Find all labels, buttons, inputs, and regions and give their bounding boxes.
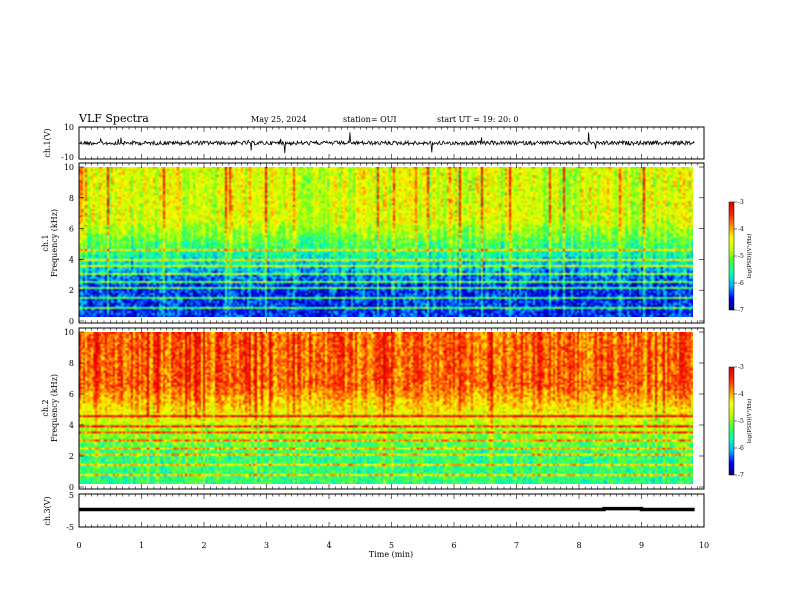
ch1-colorbar: -3 -4 -5 -6 -7 log(PSD)(V²/Hz) (728, 199, 753, 314)
x-tick-label: 7 (514, 541, 519, 550)
freq-tick-label: 8 (69, 194, 74, 203)
time-axis-label: Time (min) (369, 550, 413, 559)
freq-tick-label: 0 (69, 317, 74, 326)
x-tick-label: 8 (576, 541, 581, 550)
colorbar-tick-label: -6 (738, 445, 744, 452)
x-minor-ticks (78, 127, 705, 527)
ch1-spectrogram-channel-label: ch.1 (41, 234, 50, 251)
colorbar-tick-label: -5 (738, 418, 744, 425)
ch3-panel: 5 -5 ch.3(V) 0 1 2 3 4 5 6 7 8 9 10 Time (min) (43, 491, 709, 559)
colorbar-tick-label: -4 (738, 226, 744, 233)
freq-tick-label: 6 (69, 390, 74, 399)
x-tick-label: 5 (389, 541, 394, 550)
freq-tick-label: 6 (69, 225, 74, 234)
colorbar-tick-label: -5 (738, 253, 744, 260)
ch2-colorbar: -3 -4 -5 -6 -7 log(PSD)(V²/Hz) (728, 364, 753, 479)
ch1-ytick-top: 10 (64, 123, 74, 132)
x-tick-label: 10 (699, 541, 709, 550)
ch3-ytick-top: 5 (69, 491, 74, 500)
ch1-spectrogram-image (79, 167, 693, 317)
waveform-panel-ch1: 10 -10 ch.1(V) (43, 123, 705, 162)
freq-tick-label: 4 (69, 255, 74, 264)
start-time-label: start UT = 19: 20: 0 (437, 115, 518, 124)
freq-tick-label: 0 (69, 483, 74, 492)
ch1-spectrogram-ylabel: Frequency (kHz) (50, 209, 59, 277)
x-tick-label: 3 (264, 541, 269, 550)
colorbar-tick-label: -3 (738, 199, 744, 206)
station-label: station= OUI (343, 115, 397, 124)
freq-tick-label: 10 (64, 163, 74, 172)
freq-tick-label: 4 (69, 421, 74, 430)
x-tick-label: 9 (639, 541, 644, 550)
x-tick-label: 6 (451, 541, 456, 550)
colorbar-tick-label: -6 (738, 280, 744, 287)
ch1-spectrogram-yticks: 0 2 4 6 8 10 (64, 163, 704, 326)
ch1-ytick-bottom: -10 (61, 153, 74, 162)
ch1-waveform-trace (78, 132, 695, 154)
freq-tick-label: 2 (69, 286, 74, 295)
ch3-ylabel: ch.3(V) (43, 496, 52, 525)
date-label: May 25, 2024 (251, 115, 307, 124)
ch1-ylabel: ch.1(V) (43, 128, 52, 157)
x-tick-label: 1 (139, 541, 144, 550)
freq-tick-label: 10 (64, 328, 74, 337)
x-tick-label: 2 (201, 541, 206, 550)
x-tick-label: 4 (326, 541, 331, 550)
spectrogram-panel-ch2: 0 2 4 6 8 10 ch.2 Frequency (kHz) (41, 327, 705, 492)
colorbar-tick-label: -7 (738, 307, 744, 314)
ch2-spectrogram-image (79, 332, 693, 484)
ch2-spectrogram-ylabel: Frequency (kHz) (50, 374, 59, 442)
colorbar-tick-label: -4 (738, 391, 744, 398)
figure-title: VLF Spectra (78, 112, 149, 125)
spectrogram-panel-ch1: 0 2 4 6 8 10 ch.1 Frequency (kHz) (41, 162, 705, 326)
colorbar-tick-label: -7 (738, 472, 744, 479)
colorbar-tick-label: -3 (738, 364, 744, 371)
ch2-spectrogram-yticks: 0 2 4 6 8 10 (64, 328, 704, 492)
ch3-ytick-bottom: -5 (66, 523, 74, 532)
x-tick-label: 0 (76, 541, 81, 550)
ch3-trace (79, 506, 695, 512)
ch2-colorbar-label: log(PSD)(V²/Hz) (746, 399, 753, 444)
time-axis-ticks: 0 1 2 3 4 5 6 7 8 9 10 (76, 541, 709, 550)
freq-tick-label: 8 (69, 359, 74, 368)
freq-tick-label: 2 (69, 452, 74, 461)
ch1-colorbar-label: log(PSD)(V²/Hz) (746, 234, 753, 279)
ch2-spectrogram-channel-label: ch.2 (41, 399, 50, 416)
